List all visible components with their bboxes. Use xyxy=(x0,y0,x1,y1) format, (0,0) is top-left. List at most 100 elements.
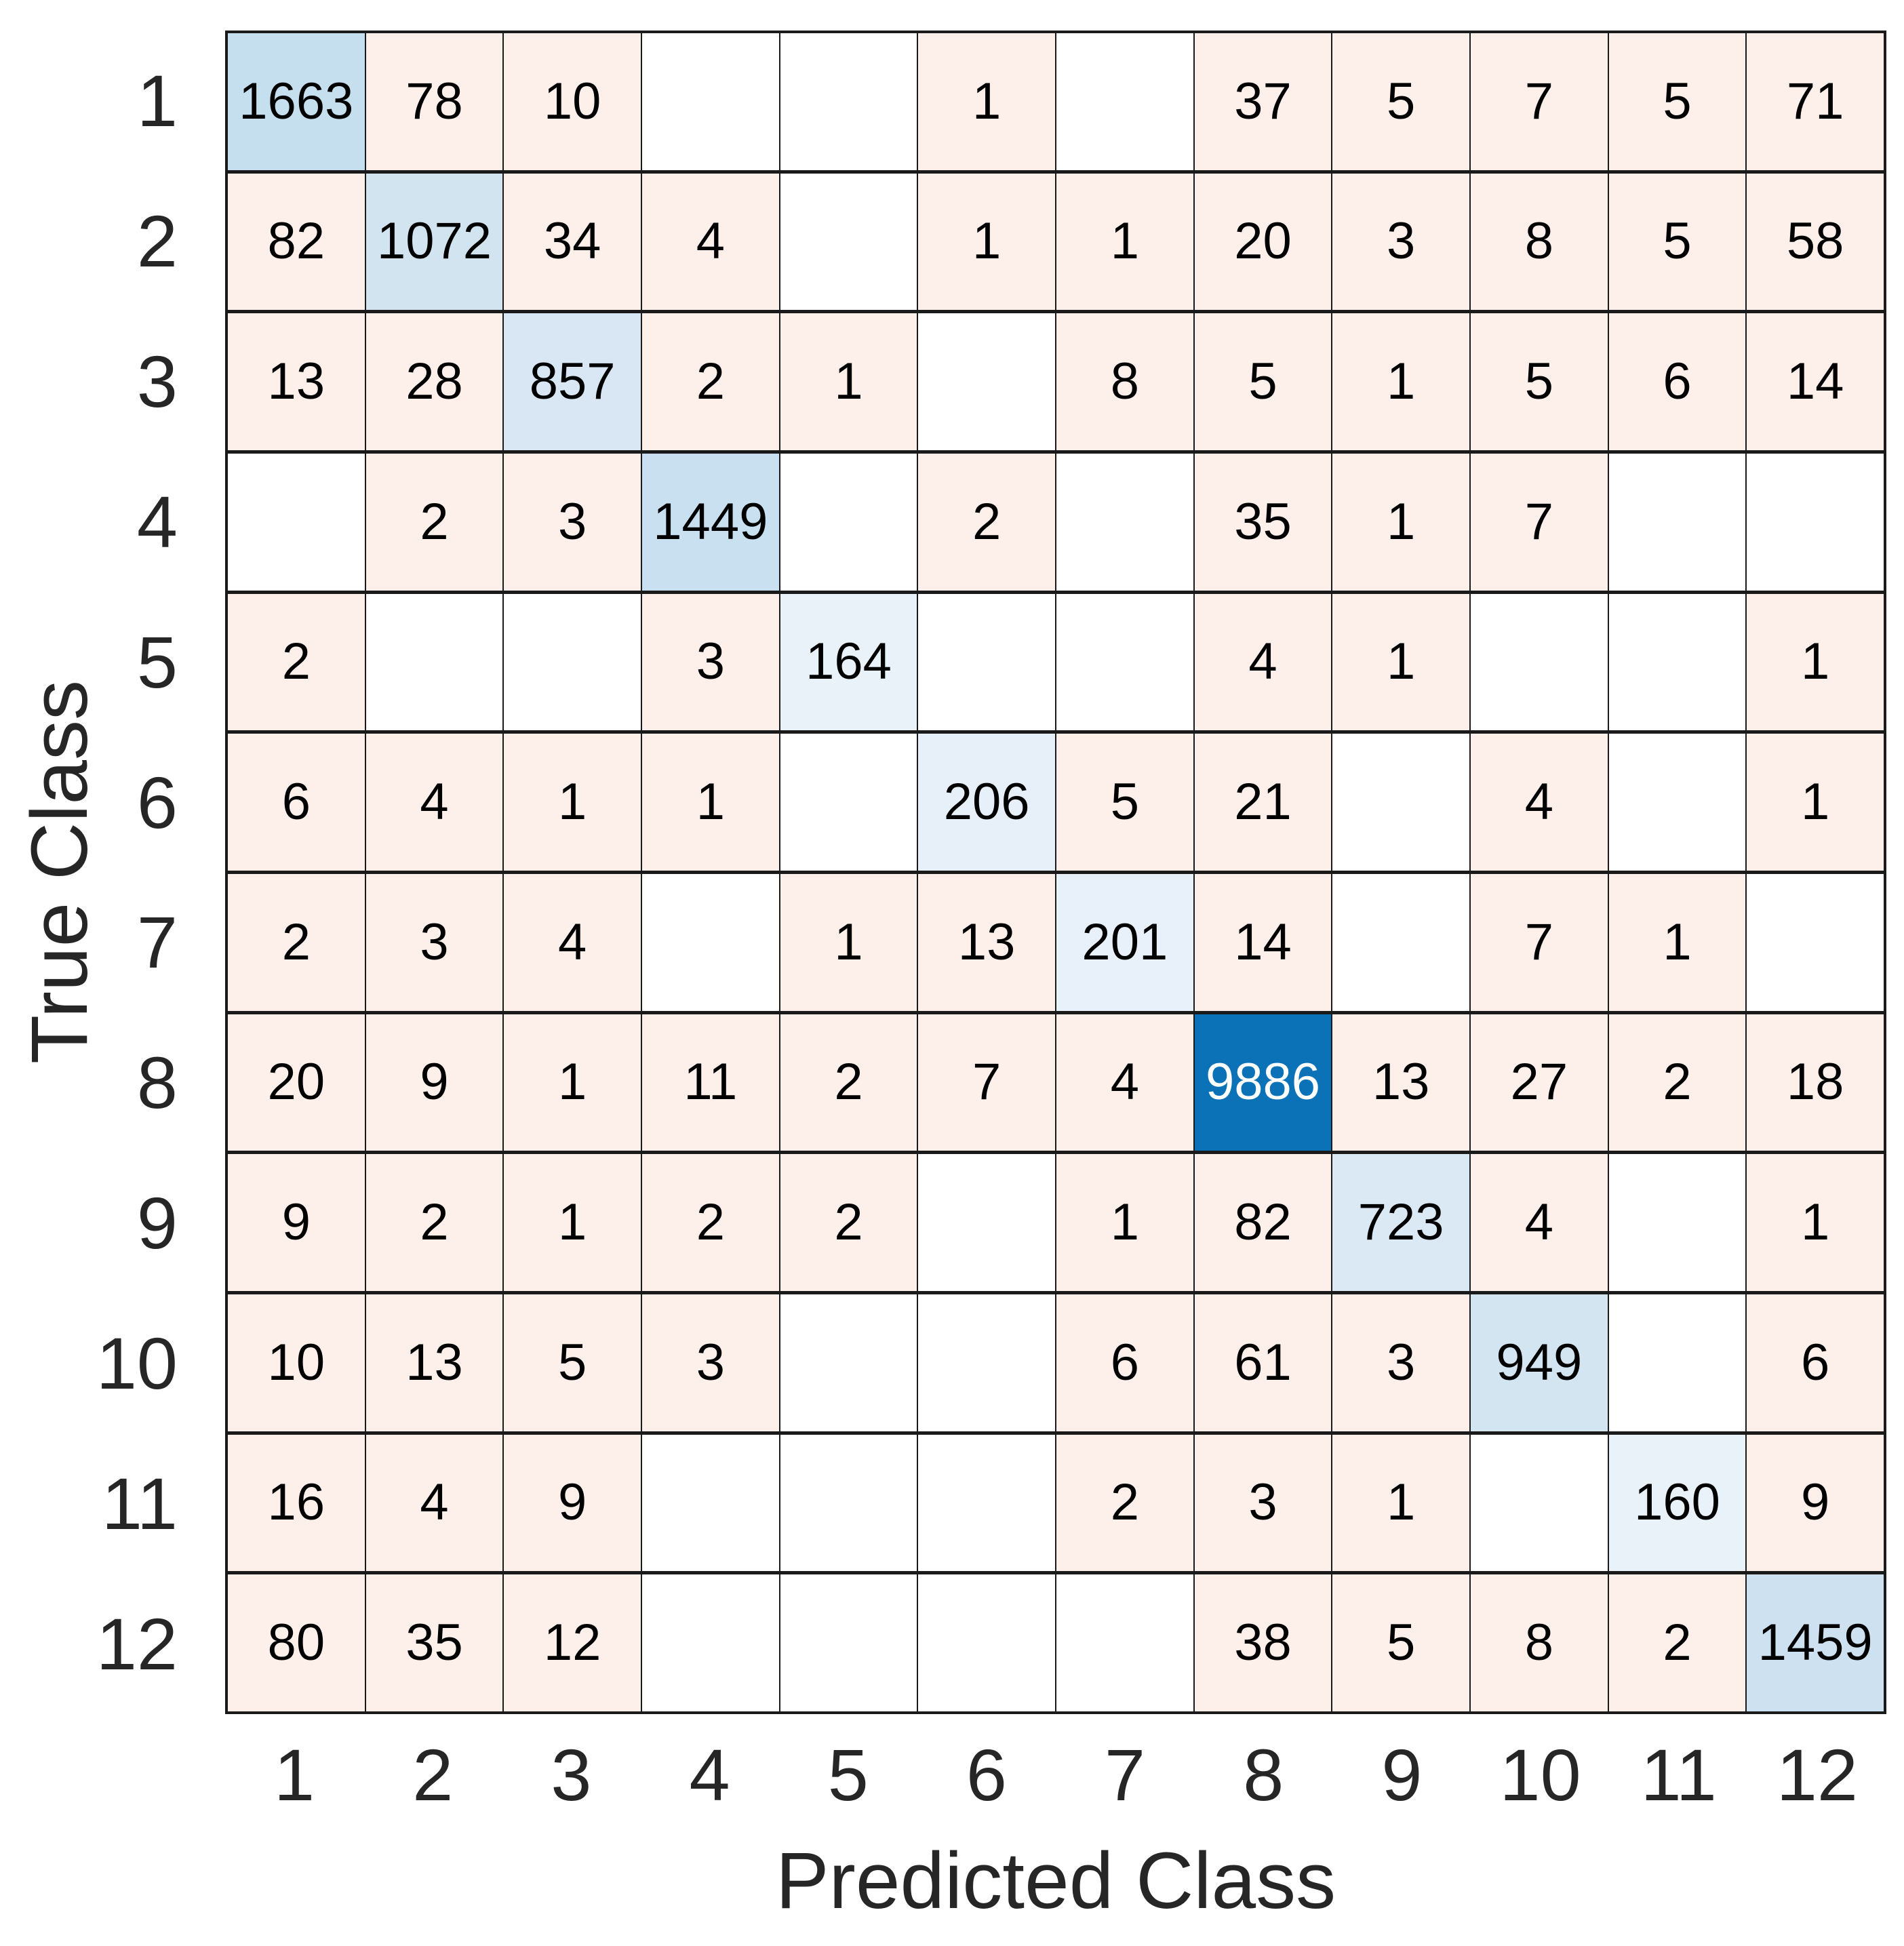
matrix-cell-r7-c5: 1 xyxy=(780,874,917,1011)
matrix-cell-r9-c3: 1 xyxy=(504,1154,641,1291)
matrix-cell-r3-c4: 2 xyxy=(642,313,779,450)
matrix-cell-r9-c6 xyxy=(918,1154,1055,1291)
matrix-cell-r12-c6 xyxy=(918,1574,1055,1711)
matrix-cell-r8-c4: 11 xyxy=(642,1014,779,1151)
matrix-cell-r9-c10: 4 xyxy=(1471,1154,1608,1291)
x-tick-label-2: 2 xyxy=(412,1733,454,1816)
matrix-cell-r8-c10: 27 xyxy=(1471,1014,1608,1151)
matrix-cell-r11-c3: 9 xyxy=(504,1434,641,1572)
matrix-cell-r8-c7: 4 xyxy=(1056,1014,1193,1151)
matrix-cell-r10-c10: 949 xyxy=(1471,1294,1608,1431)
matrix-cell-r5-c1: 2 xyxy=(228,593,365,731)
matrix-cell-r8-c6: 7 xyxy=(918,1014,1055,1151)
matrix-cell-r1-c4 xyxy=(642,33,779,170)
matrix-cell-r4-c9: 1 xyxy=(1332,454,1469,591)
y-tick-label-5: 5 xyxy=(136,620,178,703)
matrix-cell-r5-c3 xyxy=(504,593,641,731)
matrix-cell-r12-c11: 2 xyxy=(1608,1574,1746,1711)
matrix-cell-r1-c8: 37 xyxy=(1194,33,1332,170)
matrix-cell-r10-c7: 6 xyxy=(1056,1294,1193,1431)
matrix-cell-r8-c5: 2 xyxy=(780,1014,917,1151)
matrix-cell-r7-c2: 3 xyxy=(365,874,503,1011)
matrix-cell-r1-c9: 5 xyxy=(1332,33,1469,170)
x-tick-label-4: 4 xyxy=(689,1733,730,1816)
matrix-cell-r11-c9: 1 xyxy=(1332,1434,1469,1572)
matrix-cell-r7-c3: 4 xyxy=(504,874,641,1011)
matrix-cell-r3-c8: 5 xyxy=(1194,313,1332,450)
matrix-cell-r5-c8: 4 xyxy=(1194,593,1332,731)
matrix-cell-r9-c2: 2 xyxy=(365,1154,503,1291)
matrix-cell-r3-c3: 857 xyxy=(504,313,641,450)
matrix-cell-r2-c2: 1072 xyxy=(365,173,503,311)
matrix-cell-r3-c2: 28 xyxy=(365,313,503,450)
x-tick-label-7: 7 xyxy=(1105,1733,1146,1816)
matrix-cell-r11-c7: 2 xyxy=(1056,1434,1193,1572)
y-tick-label-12: 12 xyxy=(96,1603,178,1686)
matrix-cell-r12-c1: 80 xyxy=(228,1574,365,1711)
matrix-cell-r8-c11: 2 xyxy=(1608,1014,1746,1151)
matrix-cell-r2-c5 xyxy=(780,173,917,311)
matrix-cell-r11-c2: 4 xyxy=(365,1434,503,1572)
matrix-cell-r1-c2: 78 xyxy=(365,33,503,170)
matrix-cell-r6-c4: 1 xyxy=(642,734,779,871)
matrix-cell-r2-c9: 3 xyxy=(1332,173,1469,311)
x-tick-label-12: 12 xyxy=(1776,1733,1858,1816)
matrix-cell-r12-c7 xyxy=(1056,1574,1193,1711)
matrix-cell-r10-c4: 3 xyxy=(642,1294,779,1431)
x-tick-label-8: 8 xyxy=(1243,1733,1284,1816)
x-tick-label-11: 11 xyxy=(1640,1733,1717,1816)
matrix-cell-r6-c3: 1 xyxy=(504,734,641,871)
y-tick-label-7: 7 xyxy=(136,901,178,984)
matrix-cell-r11-c6 xyxy=(918,1434,1055,1572)
matrix-cell-r11-c1: 16 xyxy=(228,1434,365,1572)
y-tick-label-4: 4 xyxy=(136,480,178,563)
matrix-cell-r1-c11: 5 xyxy=(1608,33,1746,170)
matrix-cell-r11-c4 xyxy=(642,1434,779,1572)
matrix-cell-r4-c12 xyxy=(1747,454,1884,591)
matrix-cell-r4-c2: 2 xyxy=(365,454,503,591)
matrix-cell-r8-c1: 20 xyxy=(228,1014,365,1151)
matrix-cell-r2-c7: 1 xyxy=(1056,173,1193,311)
matrix-cell-r2-c1: 82 xyxy=(228,173,365,311)
matrix-cell-r1-c12: 71 xyxy=(1747,33,1884,170)
matrix-cell-r6-c10: 4 xyxy=(1471,734,1608,871)
matrix-cell-r9-c4: 2 xyxy=(642,1154,779,1291)
matrix-cell-r2-c8: 20 xyxy=(1194,173,1332,311)
matrix-cell-r5-c6 xyxy=(918,593,1055,731)
matrix-cell-r7-c4 xyxy=(642,874,779,1011)
matrix-cell-r5-c12: 1 xyxy=(1747,593,1884,731)
matrix-cell-r10-c2: 13 xyxy=(365,1294,503,1431)
matrix-cell-r9-c8: 82 xyxy=(1194,1154,1332,1291)
matrix-cell-r1-c10: 7 xyxy=(1471,33,1608,170)
matrix-cell-r5-c9: 1 xyxy=(1332,593,1469,731)
matrix-cell-r1-c7 xyxy=(1056,33,1193,170)
matrix-cell-r12-c10: 8 xyxy=(1471,1574,1608,1711)
x-tick-label-6: 6 xyxy=(966,1733,1007,1816)
matrix-cell-r4-c5 xyxy=(780,454,917,591)
matrix-cell-r11-c12: 9 xyxy=(1747,1434,1884,1572)
matrix-cell-r2-c4: 4 xyxy=(642,173,779,311)
y-tick-label-6: 6 xyxy=(136,761,178,843)
matrix-cell-r11-c10 xyxy=(1471,1434,1608,1572)
matrix-cell-r4-c1 xyxy=(228,454,365,591)
matrix-cell-r3-c11: 6 xyxy=(1608,313,1746,450)
matrix-cell-r8-c12: 18 xyxy=(1747,1014,1884,1151)
matrix-cell-r10-c5 xyxy=(780,1294,917,1431)
matrix-cell-r12-c4 xyxy=(642,1574,779,1711)
matrix-cell-r2-c12: 58 xyxy=(1747,173,1884,311)
matrix-cell-r5-c2 xyxy=(365,593,503,731)
y-tick-label-2: 2 xyxy=(136,199,178,282)
matrix-cell-r7-c12 xyxy=(1747,874,1884,1011)
matrix-cell-r7-c8: 14 xyxy=(1194,874,1332,1011)
matrix-cell-r6-c5 xyxy=(780,734,917,871)
matrix-cell-r3-c6 xyxy=(918,313,1055,450)
matrix-cell-r3-c12: 14 xyxy=(1747,313,1884,450)
matrix-cell-r9-c5: 2 xyxy=(780,1154,917,1291)
matrix-cell-r10-c11 xyxy=(1608,1294,1746,1431)
matrix-cell-r12-c2: 35 xyxy=(365,1574,503,1711)
matrix-cell-r12-c8: 38 xyxy=(1194,1574,1332,1711)
matrix-cell-r7-c6: 13 xyxy=(918,874,1055,1011)
matrix-cell-r10-c3: 5 xyxy=(504,1294,641,1431)
matrix-cell-r9-c9: 723 xyxy=(1332,1154,1469,1291)
x-tick-label-1: 1 xyxy=(274,1733,315,1816)
